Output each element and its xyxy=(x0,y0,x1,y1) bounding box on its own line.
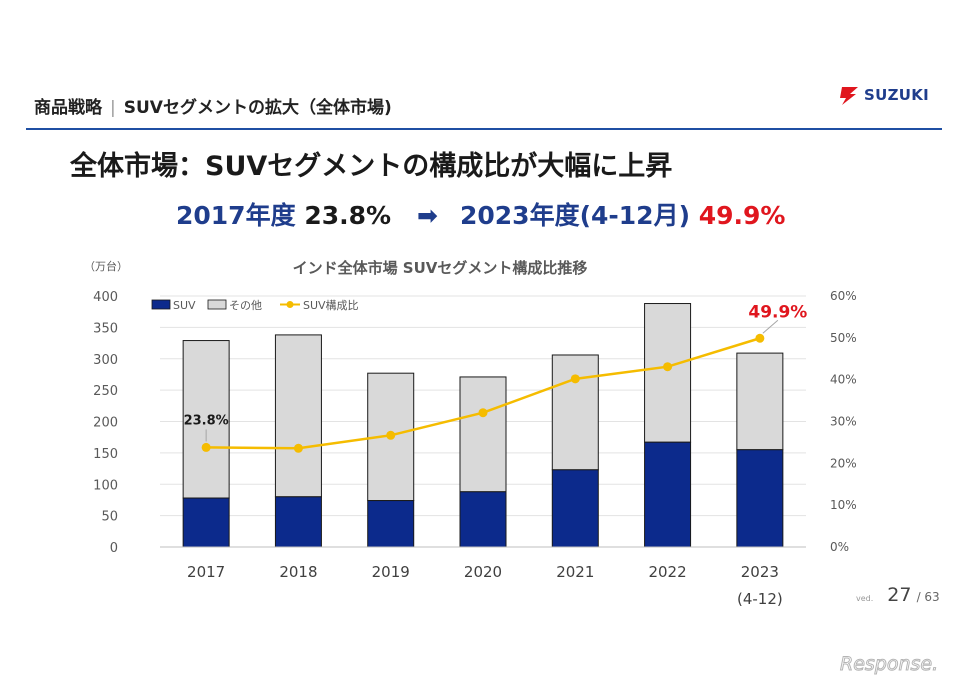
breadcrumb: 商品戦略 | SUVセグメントの拡大（全体市場) xyxy=(34,93,392,118)
legend-label-ratio: SUV構成比 xyxy=(303,299,359,312)
headline: 全体市場：SUVセグメントの構成比が大幅に上昇 xyxy=(70,151,673,182)
x-tick-label: 2018 xyxy=(279,563,317,581)
x-tick-label: 2019 xyxy=(372,563,410,581)
chart-title: インド全体市場 SUVセグメント構成比推移 xyxy=(293,259,588,277)
y-tick-label: 100 xyxy=(93,478,118,493)
y2-tick-label: 0% xyxy=(830,540,849,554)
bar-other xyxy=(736,352,784,451)
bar-other xyxy=(274,334,322,498)
right-arrow-icon: ➡ xyxy=(417,201,438,230)
ratio-point xyxy=(478,408,488,418)
sub-headline: 2017年度 23.8% ➡ 2023年度(4-12月) 49.9% xyxy=(176,196,785,232)
y-tick-label: 250 xyxy=(93,384,118,399)
y2-tick-label: 60% xyxy=(830,289,857,303)
page-title: SUVセグメントの拡大（全体市場) xyxy=(123,98,392,118)
y-tick-label: 0 xyxy=(110,541,118,556)
x-tick-label: 2023 xyxy=(741,563,779,581)
bar-other xyxy=(459,376,507,493)
watermark-text: Response. xyxy=(840,653,938,675)
legend-label-suv: SUV xyxy=(173,299,196,312)
y-tick-label: 400 xyxy=(93,290,118,305)
y-tick-label: 50 xyxy=(101,510,118,525)
page-prefix: ved. xyxy=(856,594,874,603)
y2-tick-label: 20% xyxy=(830,456,857,470)
ratio-point xyxy=(570,374,580,384)
from-label: 2017年度 xyxy=(176,201,296,230)
x-tick-label: 2020 xyxy=(464,563,502,581)
bar-suv xyxy=(459,491,507,548)
page-total: / 63 xyxy=(916,590,940,604)
x-tick-label: (4-12) xyxy=(737,590,783,608)
legend-swatch-suv xyxy=(151,299,171,310)
bar-suv xyxy=(644,441,692,548)
suv-share-chart: インド全体市場 SUVセグメント構成比推移 （万台） 0 50 100 150 200 250… xyxy=(84,259,857,608)
ratio-point xyxy=(201,442,211,452)
bar-suv xyxy=(182,497,230,548)
bar-other xyxy=(644,303,692,443)
breadcrumb-separator: | xyxy=(110,98,116,118)
x-tick-label: 2021 xyxy=(556,563,594,581)
bar-suv xyxy=(274,496,322,548)
y-tick-label: 200 xyxy=(93,416,118,431)
y2-tick-label: 30% xyxy=(830,415,857,429)
y-tick-label: 300 xyxy=(93,353,118,368)
ratio-point xyxy=(755,333,765,343)
response-watermark: Response. xyxy=(840,653,939,676)
bar-other xyxy=(182,340,230,499)
from-value: 23.8% xyxy=(304,201,392,230)
ratio-point xyxy=(386,430,396,440)
bar-other xyxy=(551,354,599,471)
y-tick-label: 150 xyxy=(93,447,118,462)
bar-suv xyxy=(367,500,415,548)
page-current: 27 xyxy=(887,584,912,606)
y2-tick-label: 50% xyxy=(830,331,857,345)
x-tick-label: 2022 xyxy=(648,563,686,581)
ratio-point xyxy=(663,362,673,372)
suzuki-logo: SUZUKI xyxy=(838,84,942,108)
data-label-first: 23.8% xyxy=(184,413,229,428)
data-label-last: 49.9% xyxy=(748,302,807,322)
logo-text: SUZUKI xyxy=(864,86,930,104)
y2-tick-label: 10% xyxy=(830,498,857,512)
x-tick-label: 2017 xyxy=(187,563,225,581)
to-label: 2023年度(4-12月) xyxy=(460,201,690,230)
to-value: 49.9% xyxy=(698,201,786,230)
ratio-point xyxy=(293,443,303,453)
legend-label-other: その他 xyxy=(229,299,262,312)
y-axis-unit: （万台） xyxy=(84,259,128,273)
legend-marker-ratio xyxy=(286,301,294,308)
bar-suv xyxy=(736,449,784,548)
suzuki-s-icon xyxy=(840,87,858,105)
bar-suv xyxy=(551,469,599,548)
y2-tick-label: 40% xyxy=(830,373,857,387)
page-number: ved. 27 / 63 xyxy=(856,584,940,606)
annotation-leader xyxy=(762,319,779,334)
legend-swatch-other xyxy=(207,299,227,310)
header-divider xyxy=(26,128,942,130)
breadcrumb-section: 商品戦略 xyxy=(34,98,102,118)
y-tick-label: 350 xyxy=(93,321,118,336)
